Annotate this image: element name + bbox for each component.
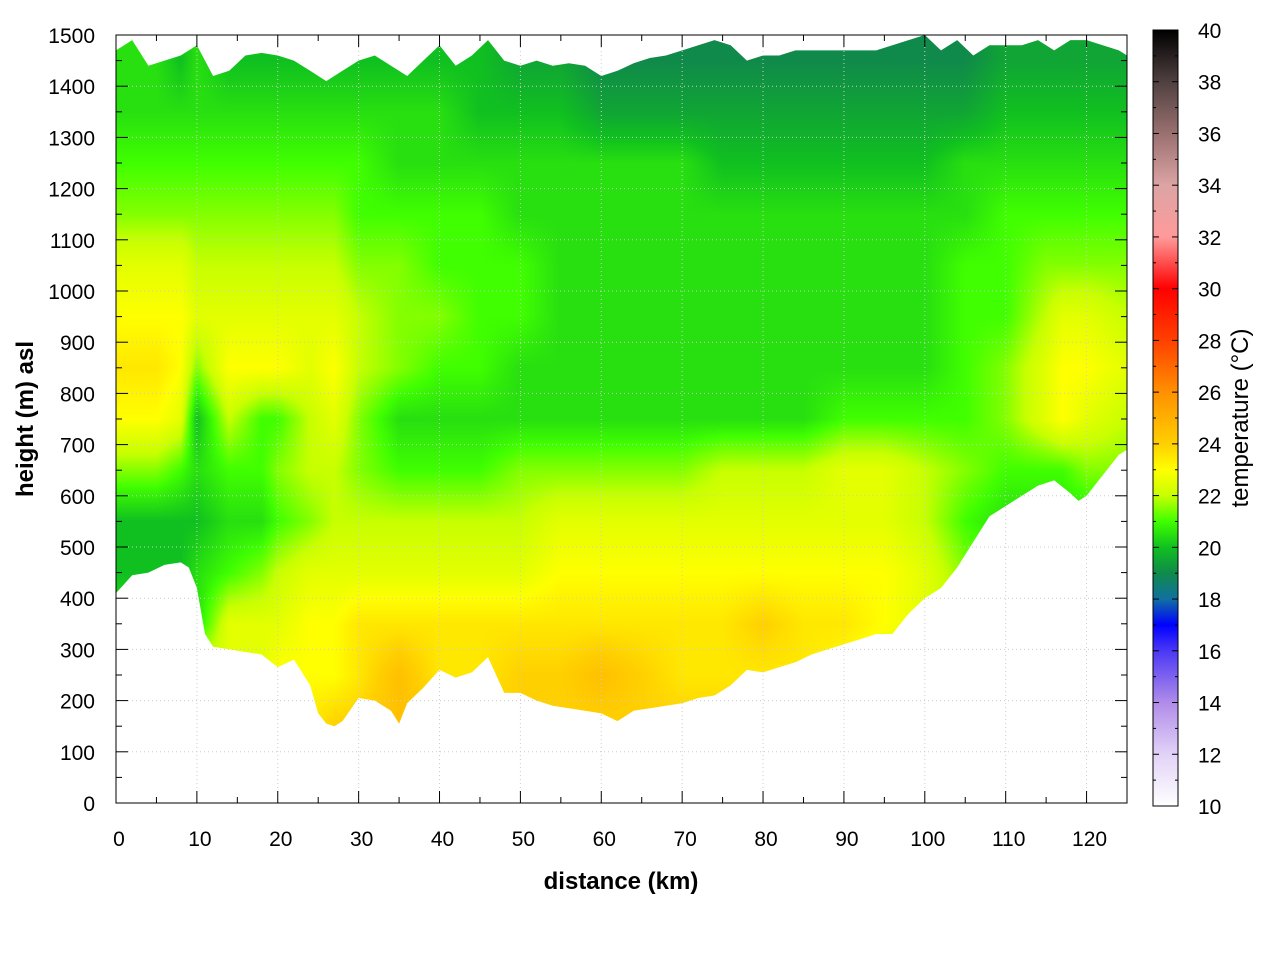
colorbar-tick-label: 32	[1198, 227, 1221, 250]
colorbar-tick-label: 10	[1198, 796, 1221, 819]
x-tick-label: 40	[431, 828, 454, 851]
colorbar-tick-label: 28	[1198, 330, 1221, 353]
x-tick-label: 120	[1072, 828, 1107, 851]
x-tick-label: 50	[512, 828, 535, 851]
colorbar-tick-label: 36	[1198, 123, 1221, 146]
y-tick-label: 100	[60, 742, 95, 765]
y-tick-label: 800	[60, 383, 95, 406]
x-tick-label: 0	[113, 828, 125, 851]
y-tick-label: 600	[60, 486, 95, 509]
y-tick-label: 400	[60, 588, 95, 611]
y-tick-label: 500	[60, 537, 95, 560]
y-tick-label: 1000	[48, 281, 95, 304]
y-axis-title: height (m) asl	[12, 341, 39, 497]
x-tick-label: 30	[350, 828, 373, 851]
colorbar-tick-label: 26	[1198, 382, 1221, 405]
colorbar-tick-label: 12	[1198, 744, 1221, 767]
y-axis-ticks: 0 100 200 300 400 500 600 700 800 900 1000 1100 1200…	[48, 25, 1127, 816]
colorbar-ticks: 10 12 14 16 18 20 22 24 26 28 30 32 34 36 38 40	[1153, 20, 1222, 819]
colorbar: 10 12 14 16 18 20 22 24 26 28 30 32 34 36 38 40 tempera…	[1152, 20, 1254, 819]
colorbar-ramp	[1152, 29, 1179, 807]
y-tick-label: 0	[83, 793, 95, 816]
plot-area: 0 10 20 30 40 50 60 70 80 90 100 110 120 0 100 200 300 4…	[48, 25, 1128, 851]
y-tick-label: 700	[60, 435, 95, 458]
colorbar-tick-label: 22	[1198, 486, 1221, 509]
y-tick-label: 1400	[48, 76, 95, 99]
y-tick-label: 300	[60, 639, 95, 662]
x-axis-title: distance (km)	[544, 868, 699, 895]
y-tick-label: 1500	[48, 25, 95, 48]
x-axis-ticks: 0 10 20 30 40 50 60 70 80 90 100 110 120	[113, 35, 1107, 851]
colorbar-tick-label: 16	[1198, 641, 1221, 664]
y-tick-label: 1200	[48, 179, 95, 202]
colorbar-tick-label: 30	[1198, 279, 1221, 302]
y-tick-label: 200	[60, 691, 95, 714]
x-tick-label: 10	[188, 828, 211, 851]
y-tick-label: 1300	[48, 127, 95, 150]
y-tick-label: 900	[60, 332, 95, 355]
x-tick-label: 70	[673, 828, 696, 851]
colorbar-tick-label: 14	[1198, 693, 1222, 716]
x-tick-label: 20	[269, 828, 292, 851]
grid-lines	[116, 35, 1127, 803]
x-tick-label: 80	[754, 828, 777, 851]
x-tick-label: 110	[992, 828, 1025, 851]
colorbar-tick-label: 18	[1198, 589, 1221, 612]
colorbar-tick-label: 38	[1198, 72, 1221, 95]
colorbar-tick-label: 20	[1198, 537, 1221, 560]
colorbar-tick-label: 34	[1198, 175, 1222, 198]
y-tick-label: 1100	[50, 230, 95, 253]
colorbar-title: temperature (°C)	[1227, 329, 1254, 508]
x-tick-label: 60	[593, 828, 616, 851]
colorbar-tick-label: 24	[1198, 434, 1222, 457]
colorbar-tick-label: 40	[1198, 20, 1221, 43]
x-tick-label: 90	[835, 828, 858, 851]
x-tick-label: 100	[910, 828, 945, 851]
